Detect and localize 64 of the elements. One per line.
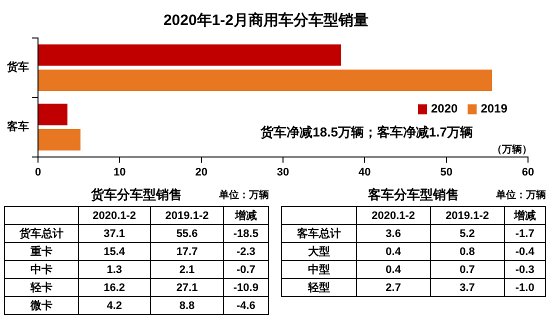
bar (38, 128, 80, 150)
data-label: 1.3 (78, 260, 151, 278)
data-label: 0.4 (356, 260, 430, 278)
y-tick-label: 货车总计 (4, 224, 78, 242)
y-tick-label: 轻型 (282, 278, 356, 296)
data-label: 15.4 (78, 242, 151, 260)
data-label: 37.1 (78, 224, 151, 242)
bar (38, 44, 341, 66)
x-tick-label: 30 (276, 166, 290, 178)
x-tick-label: 2020.1-2 (356, 206, 430, 224)
data-label: 2.1 (150, 260, 224, 278)
data-label: -2.3 (223, 242, 268, 260)
data-label: 0.7 (430, 260, 504, 278)
x-tick-label: 20 (195, 166, 208, 178)
y-tick-label: 重卡 (4, 242, 78, 260)
legend-label: 2020 (431, 102, 458, 116)
data-label: -1.7 (504, 224, 546, 242)
chart-subtitle: 单位：万辆 (219, 188, 269, 202)
data-label: -18.5 (223, 224, 268, 242)
y-tick-label: 客车总计 (282, 224, 356, 242)
y-tick-label: 大型 (282, 242, 356, 260)
data-label: 3.6 (356, 224, 430, 242)
data-label: -4.6 (223, 296, 268, 314)
x-tick-label: 增减 (504, 206, 546, 224)
chart-subtitle: 单位：万辆 (496, 188, 546, 202)
chart-title: 货车分车型销售 (91, 187, 182, 202)
x-tick-label: 2019.1-2 (430, 206, 504, 224)
bar (38, 104, 68, 126)
data-label: -10.9 (223, 278, 268, 296)
data-label: -0.7 (223, 260, 268, 278)
data-label: -1.0 (504, 278, 546, 296)
legend-label: 2019 (480, 102, 508, 116)
x-axis-title: （万辆） (492, 144, 532, 156)
x-tick-label: 60 (522, 166, 534, 178)
x-tick-label: 2019.1-2 (150, 206, 224, 224)
data-label: 27.1 (150, 278, 224, 296)
data-label: -0.3 (504, 260, 546, 278)
data-label: 2.7 (356, 278, 430, 296)
data-label: 16.2 (78, 278, 151, 296)
x-tick-label: 2020.1-2 (78, 206, 151, 224)
y-tick-label: 中型 (282, 260, 356, 278)
data-label: 8.8 (150, 296, 224, 314)
chart-title: 客车分车型销售 (368, 187, 459, 202)
x-tick-label: 40 (358, 166, 371, 178)
data-label: 3.7 (430, 278, 504, 296)
data-label: -0.4 (504, 242, 546, 260)
x-tick-label: 10 (114, 166, 126, 178)
data-label: 55.6 (150, 224, 224, 242)
y-tick-label: 客车 (6, 120, 29, 134)
data-label: 4.2 (78, 296, 151, 314)
bar (38, 70, 492, 92)
data-label: 0.4 (356, 242, 430, 260)
x-tick-label: 50 (440, 166, 452, 178)
y-tick-label: 货车 (6, 60, 29, 74)
x-tick-label: 增减 (223, 206, 268, 224)
annotation: 货车净减18.5万辆；客车净减1.7万辆 (260, 124, 473, 140)
y-tick-label: 轻卡 (4, 278, 78, 296)
data-label: 0.8 (430, 242, 504, 260)
data-label: 5.2 (430, 224, 504, 242)
y-tick-label: 微卡 (4, 296, 78, 314)
x-tick-label: 0 (34, 166, 42, 178)
chart-title: 2020年1-2月商用车分车型销量 (163, 11, 369, 30)
y-tick-label: 中卡 (4, 260, 78, 278)
data-label: 17.7 (150, 242, 224, 260)
